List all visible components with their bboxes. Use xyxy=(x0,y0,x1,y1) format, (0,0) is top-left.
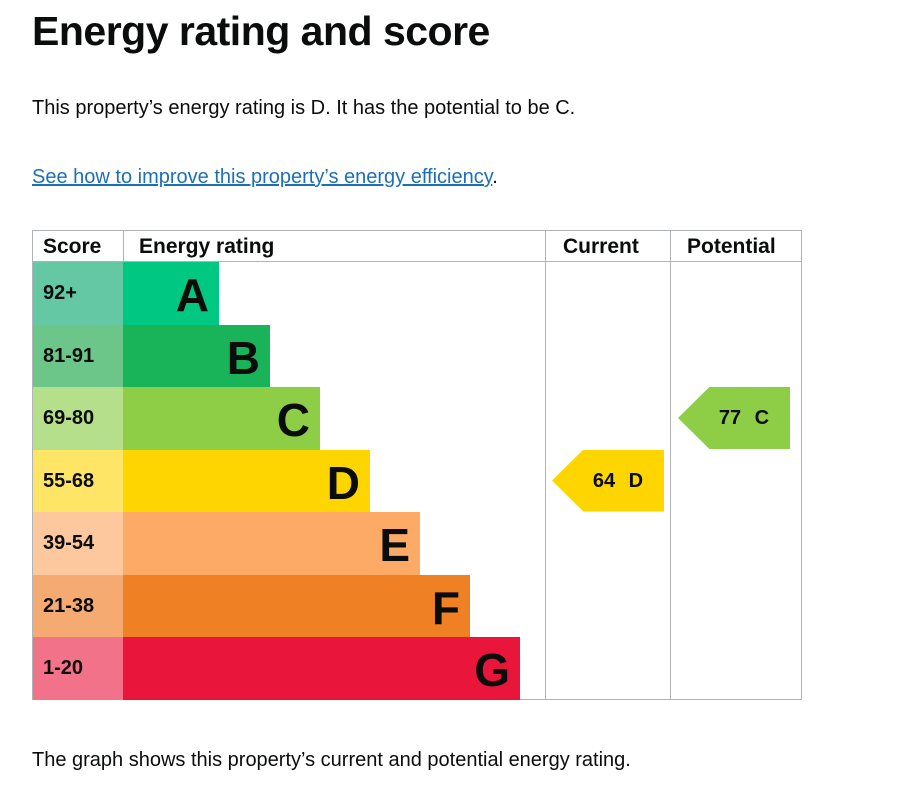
graph-caption: The graph shows this property’s current … xyxy=(32,749,631,771)
improve-efficiency-link[interactable]: See how to improve this property’s energ… xyxy=(32,166,493,188)
rating-bar-e: E xyxy=(123,512,420,575)
score-range-d: 55-68 xyxy=(33,449,123,512)
current-rating-arrow: 64 D xyxy=(552,449,664,512)
divider xyxy=(670,231,671,699)
rating-bar-b: B xyxy=(123,324,270,387)
score-range-f: 21-38 xyxy=(33,574,123,637)
rating-bar-a: A xyxy=(123,262,219,325)
rating-bar-g: G xyxy=(123,637,520,700)
header-row xyxy=(33,231,801,262)
score-range-b: 81-91 xyxy=(33,324,123,387)
header-potential: Potential xyxy=(687,235,776,258)
score-range-c: 69-80 xyxy=(33,387,123,450)
header-score: Score xyxy=(43,235,102,258)
header-current: Current xyxy=(563,235,639,258)
divider xyxy=(123,231,124,262)
header-energy-rating: Energy rating xyxy=(139,235,275,258)
energy-rating-chart: Score Energy rating Current Potential 92… xyxy=(32,230,802,700)
link-suffix: . xyxy=(492,166,498,188)
divider xyxy=(545,231,546,699)
potential-rating-arrow: 77 C xyxy=(678,387,790,449)
improve-paragraph: See how to improve this property’s energ… xyxy=(32,166,498,189)
rating-bar-f: F xyxy=(123,574,470,637)
score-range-g: 1-20 xyxy=(33,637,123,700)
score-range-a: 92+ xyxy=(33,262,123,325)
score-range-e: 39-54 xyxy=(33,512,123,575)
page-title: Energy rating and score xyxy=(32,8,490,54)
rating-summary: This property’s energy rating is D. It h… xyxy=(32,97,576,119)
rating-bar-d: D xyxy=(123,449,370,512)
rating-bar-c: C xyxy=(123,387,320,450)
